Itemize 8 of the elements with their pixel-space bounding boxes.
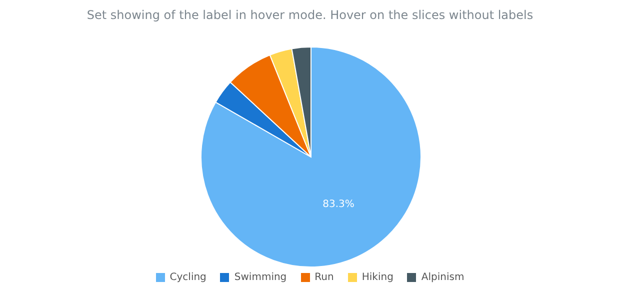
- legend-label: Alpinism: [420, 272, 464, 283]
- legend-label: Swimming: [233, 272, 287, 283]
- data-label: 83.3%: [322, 199, 354, 210]
- legend-label: Run: [314, 272, 334, 283]
- legend-label: Cycling: [168, 272, 206, 283]
- pie-slice: [200, 46, 422, 268]
- legend-label: Hiking: [360, 272, 394, 283]
- chart-title: Set showing of the label in hover mode. Hover on the slices without labels: [86, 8, 534, 24]
